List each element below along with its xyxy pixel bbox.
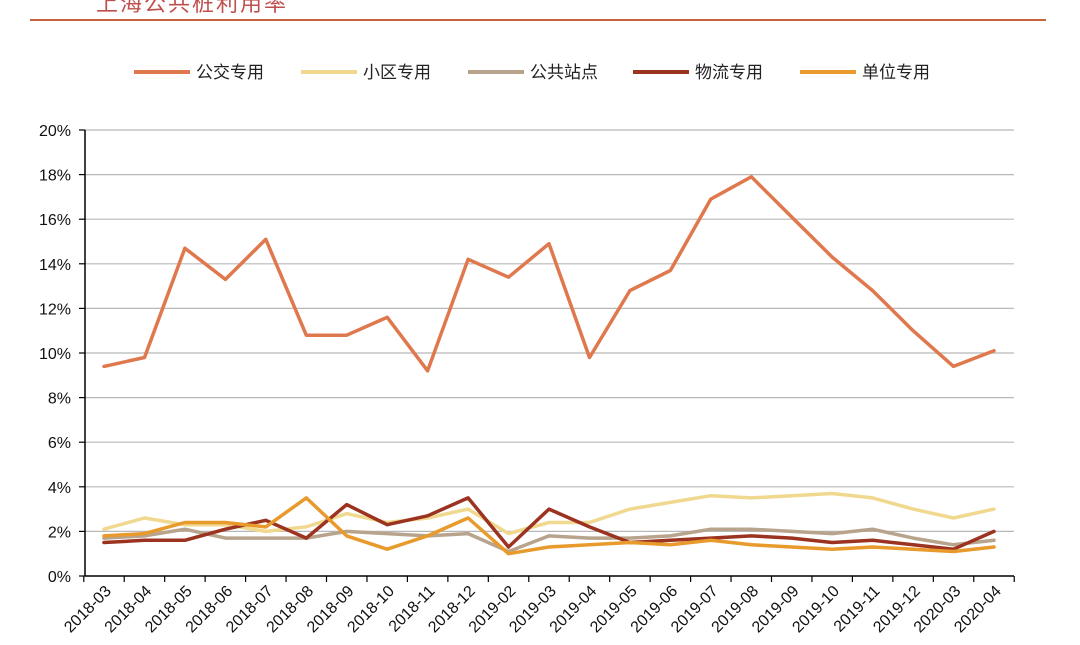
series-line [102,496,996,556]
y-tick-label: 6% [48,435,71,452]
title-divider [30,19,1046,21]
x-tick-labels: 2018-032018-042018-052018-062018-072018-… [61,583,1005,637]
y-tick-label: 14% [39,257,71,274]
y-tick-label: 18% [39,168,71,185]
series-lines [102,175,996,556]
legend-label: 公共站点 [530,63,598,83]
y-tick-label: 4% [48,480,71,497]
series-line [102,527,996,554]
legend: 公交专用 小区专用 公共站点 物流专用 单位专用 [134,63,930,83]
legend-label: 物流专用 [695,63,763,83]
y-tick-label: 8% [48,391,71,408]
y-tick-label: 12% [39,301,71,318]
legend-label: 公交专用 [196,63,264,83]
series-line [102,496,996,551]
y-tick-label: 10% [39,346,71,363]
legend-label: 单位专用 [862,63,930,83]
y-tick-label: 16% [39,212,71,229]
legend-label: 小区专用 [363,63,431,83]
y-tick-label: 2% [48,524,71,541]
series-line [102,175,996,373]
y-tick-labels: 0% 2% 4% 6% 8% 10% 12% 14% 16% 18% 20% [39,123,71,586]
y-tick-label: 20% [39,123,71,140]
grid-lines [85,129,1014,533]
chart-title: 上海公共桩利用率 [96,0,289,17]
axes [79,129,1015,582]
series-line [102,491,996,536]
y-tick-label: 0% [48,569,71,586]
